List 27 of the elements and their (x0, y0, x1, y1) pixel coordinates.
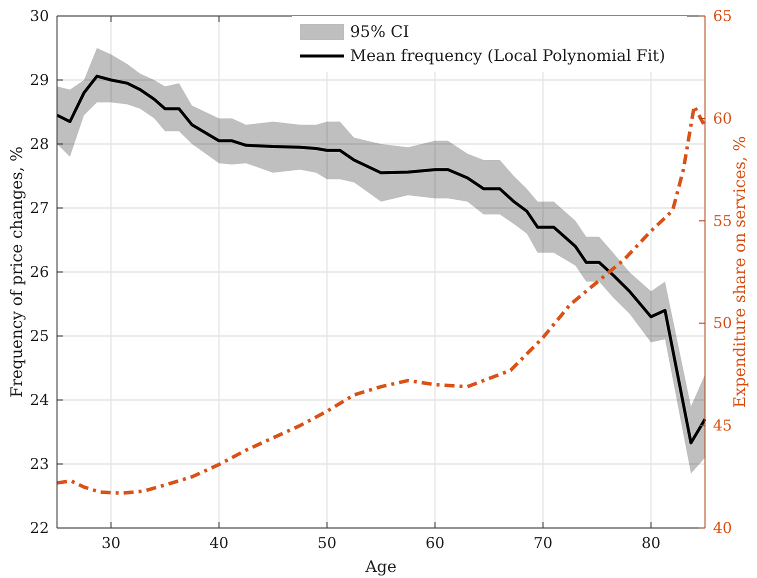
y-tick-label: 23 (30, 455, 49, 473)
line-series (55, 104, 707, 495)
x-tick-label: 60 (425, 534, 445, 552)
y2-axis-title: Expenditure share on services, % (730, 136, 749, 408)
annotation: 95% CI (350, 22, 410, 41)
x-tick-label: 40 (209, 534, 229, 552)
x-axis-title: Age (364, 557, 397, 576)
y-tick-label: 24 (30, 391, 49, 409)
y-tick-label: 22 (30, 519, 49, 537)
y2-tick-label: 60 (713, 109, 732, 128)
x-tick-label: 70 (533, 534, 553, 552)
y-tick-label: 26 (30, 263, 49, 281)
y2-tick-label: 50 (713, 314, 732, 332)
y2-tick-label: 55 (713, 212, 732, 230)
y2-tick-label: 40 (713, 519, 732, 537)
y-tick-label: 28 (30, 135, 49, 153)
x-tick-label: 50 (317, 534, 337, 552)
y2-tick-label: 65 (713, 7, 732, 25)
y-tick-label: 25 (30, 327, 49, 345)
y-tick-label: 29 (30, 71, 49, 89)
y2-tick-label: 45 (713, 416, 732, 435)
x-tick-label: 30 (101, 534, 121, 552)
y-tick-label: 30 (30, 7, 49, 25)
y-axis-title: Frequency of price changes, % (7, 146, 26, 398)
legend-label: Mean frequency (Local Polynomial Fit) (350, 46, 666, 65)
y-tick-label: 27 (30, 199, 49, 217)
x-tick-label: 80 (641, 534, 661, 552)
